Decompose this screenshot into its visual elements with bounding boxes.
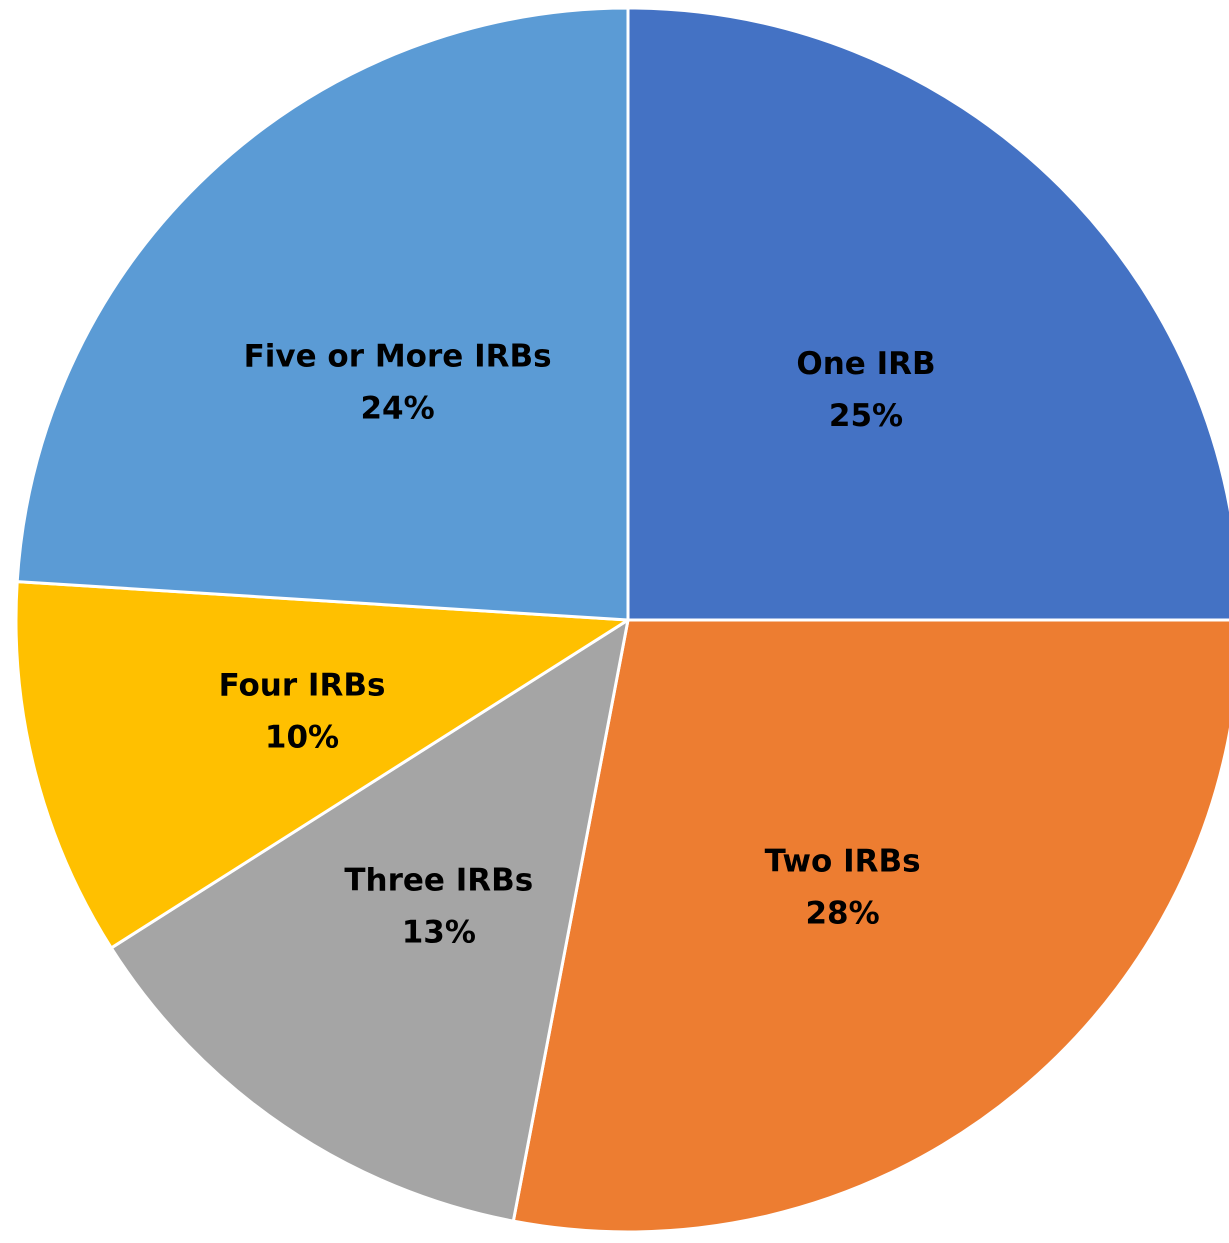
slice-label-three-irbs: Three IRBs <box>344 862 533 898</box>
slice-label-two-irbs: Two IRBs <box>765 843 921 879</box>
slice-value-one-irb: 25% <box>829 398 903 434</box>
pie-slice-two-irbs <box>511 618 1229 1234</box>
slice-value-three-irbs: 13% <box>402 914 476 950</box>
pie-slices <box>14 6 1229 1234</box>
slice-value-five-or-more-irbs: 24% <box>360 391 434 427</box>
pie-labels: One IRB 25% Two IRBs 28% Three IRBs 13% Four I… <box>219 339 936 951</box>
pie-slice-five-or-more-irbs <box>15 6 630 622</box>
slice-label-four-irbs: Four IRBs <box>219 668 386 704</box>
slice-value-four-irbs: 10% <box>265 720 339 756</box>
pie-slice-four-irbs <box>14 580 630 950</box>
pie-slice-one-irb <box>626 6 1229 622</box>
slice-value-two-irbs: 28% <box>805 895 879 931</box>
pie-slice-three-irbs <box>109 618 630 1223</box>
slice-label-one-irb: One IRB <box>796 346 935 382</box>
slice-label-five-or-more-irbs: Five or More IRBs <box>244 339 552 375</box>
